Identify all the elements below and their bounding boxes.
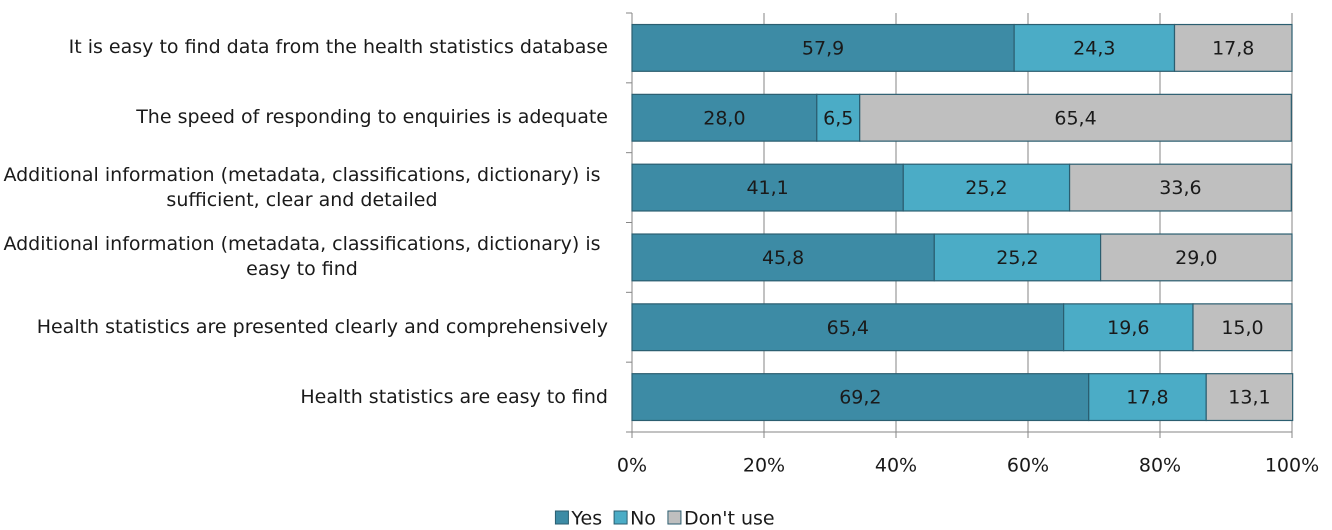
- bar-segment: [1173, 23, 1293, 72]
- x-tick-label: 60%: [1007, 455, 1049, 477]
- bar-segment: [1088, 373, 1207, 422]
- category-label: Additional information (metadata, classi…: [3, 163, 601, 211]
- category-label: Additional information (metadata, classi…: [3, 233, 601, 281]
- data-label: 41,1: [746, 177, 788, 199]
- category-label-box: Health statistics are presented clearly …: [0, 297, 608, 357]
- bar-segment: [1099, 233, 1293, 282]
- bar-segment: [631, 303, 1065, 352]
- data-label: 65,4: [1054, 107, 1096, 129]
- data-label: 25,2: [965, 177, 1007, 199]
- data-label: 19,6: [1107, 317, 1149, 339]
- x-tick-label: 80%: [1139, 455, 1181, 477]
- data-label: 65,4: [827, 317, 869, 339]
- legend-label: Yes: [570, 508, 602, 530]
- bar-segment: [631, 373, 1090, 422]
- bar-segment: [1205, 373, 1294, 422]
- bar-segment: [933, 233, 1102, 282]
- data-label: 29,0: [1175, 247, 1217, 269]
- x-tick-label: 40%: [875, 455, 917, 477]
- data-label: 6,5: [823, 107, 853, 129]
- x-tick-label: 20%: [743, 455, 785, 477]
- bar-segment: [1063, 303, 1194, 352]
- bar-segment: [859, 93, 1292, 142]
- bar-segment: [902, 163, 1071, 212]
- data-label: 17,8: [1212, 37, 1254, 59]
- x-tick-label: 0%: [617, 455, 647, 477]
- category-label-box: Additional information (metadata, classi…: [0, 158, 608, 218]
- data-label: 33,6: [1159, 177, 1201, 199]
- category-label-box: Additional information (metadata, classi…: [0, 227, 608, 287]
- legend-swatch: [667, 510, 682, 525]
- bar-segment: [631, 93, 818, 142]
- category-label-box: The speed of responding to enquiries is …: [0, 88, 608, 148]
- data-label: 45,8: [762, 247, 804, 269]
- category-label: The speed of responding to enquiries is …: [136, 106, 608, 129]
- bar-segment: [1192, 303, 1293, 352]
- bar-segment: [816, 93, 861, 142]
- data-label: 24,3: [1073, 37, 1115, 59]
- data-label: 28,0: [703, 107, 745, 129]
- category-label-box: Health statistics are easy to find: [0, 367, 608, 427]
- bar-segment: [631, 163, 904, 212]
- bar-segment: [631, 23, 1015, 72]
- data-label: 17,8: [1126, 387, 1168, 409]
- category-label-box: It is easy to find data from the health …: [0, 18, 608, 78]
- legend-label: Don't use: [684, 508, 775, 530]
- category-label: It is easy to find data from the health …: [68, 36, 608, 59]
- data-label: 57,9: [802, 37, 844, 59]
- legend-swatch: [554, 510, 569, 525]
- bar-segment: [1068, 163, 1292, 212]
- data-label: 15,0: [1221, 317, 1263, 339]
- category-label: Health statistics are easy to find: [300, 385, 608, 408]
- legend-label: No: [630, 508, 656, 530]
- x-tick-label: 100%: [1265, 455, 1319, 477]
- data-label: 25,2: [996, 247, 1038, 269]
- data-label: 69,2: [839, 387, 881, 409]
- bar-segment: [1013, 23, 1176, 72]
- data-label: 13,1: [1228, 387, 1270, 409]
- legend-swatch: [613, 510, 628, 525]
- category-label: Health statistics are presented clearly …: [36, 315, 608, 338]
- bar-segment: [631, 233, 935, 282]
